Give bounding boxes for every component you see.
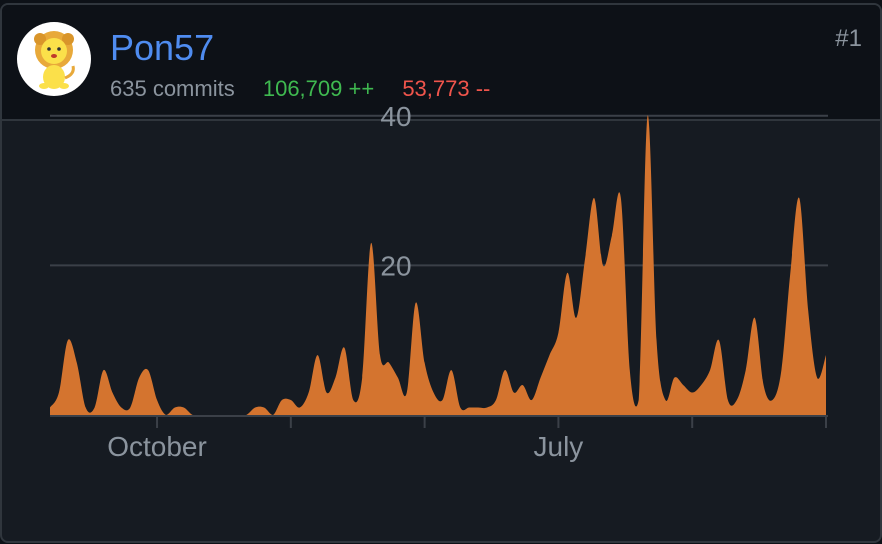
y-tick-label: 20 — [380, 250, 411, 281]
commit-area-series — [50, 115, 826, 416]
lion-avatar-icon[interactable] — [17, 22, 91, 96]
username-link[interactable]: Pon57 — [110, 27, 215, 68]
x-tick-label: October — [107, 431, 207, 462]
card-header: Pon57 635 commits 106,709 ++ 53,773 -- #… — [2, 5, 880, 121]
contributor-card: Pon57 635 commits 106,709 ++ 53,773 -- #… — [0, 3, 882, 543]
additions-count: 106,709 ++ — [262, 76, 375, 101]
commit-activity-chart: 20 40 October July — [50, 101, 828, 462]
rank-badge: #1 — [835, 25, 862, 52]
x-tick-label: July — [534, 431, 584, 462]
commit-count: 635 commits — [110, 76, 235, 101]
deletions-count: 53,773 -- — [402, 76, 491, 101]
stats-row: 635 commits 106,709 ++ 53,773 -- — [110, 75, 490, 103]
y-tick-label: 40 — [380, 101, 411, 132]
